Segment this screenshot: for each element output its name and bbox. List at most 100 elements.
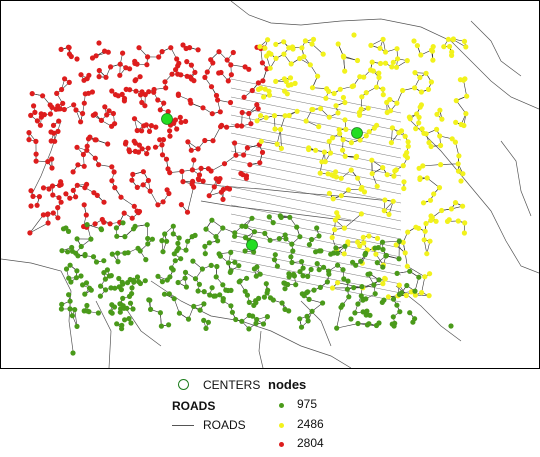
node-2804 bbox=[242, 64, 248, 70]
node-2486 bbox=[458, 121, 464, 128]
node-975 bbox=[143, 257, 149, 263]
node-975 bbox=[90, 254, 97, 260]
node-2804 bbox=[206, 193, 212, 199]
node-2804 bbox=[55, 215, 61, 221]
node-2804 bbox=[80, 151, 86, 158]
node-2804 bbox=[188, 147, 194, 153]
node-2486 bbox=[430, 57, 436, 63]
node-2486 bbox=[356, 109, 362, 116]
node-2486 bbox=[267, 65, 273, 71]
node-2486 bbox=[340, 94, 346, 101]
node-975 bbox=[448, 323, 454, 329]
node-2804 bbox=[85, 136, 92, 142]
node-2804 bbox=[108, 64, 114, 70]
road-segment bbox=[258, 330, 264, 368]
node-2486 bbox=[439, 116, 445, 122]
node-2486 bbox=[422, 228, 428, 234]
node-2804 bbox=[102, 104, 108, 110]
node-2804 bbox=[188, 100, 194, 106]
node-2804 bbox=[92, 155, 98, 161]
node-975 bbox=[136, 279, 142, 285]
network-edge bbox=[456, 100, 467, 114]
node-2486 bbox=[417, 74, 423, 81]
node-2804 bbox=[104, 112, 110, 118]
node-2804 bbox=[50, 122, 57, 128]
node-2804 bbox=[175, 71, 181, 77]
node-975 bbox=[205, 319, 211, 325]
node-975 bbox=[394, 302, 400, 308]
node-2486 bbox=[318, 106, 324, 112]
network-edge bbox=[407, 266, 425, 277]
node-975 bbox=[115, 259, 121, 265]
node-2804 bbox=[196, 172, 203, 178]
node-2486 bbox=[358, 211, 364, 217]
node-975 bbox=[159, 238, 165, 244]
node-2486 bbox=[342, 117, 348, 123]
node-2804 bbox=[215, 97, 221, 103]
node-2486 bbox=[323, 95, 329, 101]
node-2804 bbox=[213, 92, 220, 99]
network-edge bbox=[336, 307, 342, 329]
node-975 bbox=[75, 253, 81, 259]
node-2804 bbox=[187, 45, 193, 51]
node-975 bbox=[131, 279, 137, 285]
node-2486 bbox=[325, 171, 331, 177]
center-point bbox=[246, 239, 258, 251]
node-975 bbox=[176, 235, 182, 241]
node-2804 bbox=[67, 195, 73, 201]
node-975 bbox=[407, 310, 413, 316]
node-2486 bbox=[361, 240, 367, 246]
node-975 bbox=[220, 225, 226, 231]
node-2486 bbox=[412, 70, 418, 76]
node-2486 bbox=[278, 145, 284, 151]
node-2486 bbox=[412, 292, 418, 298]
node-2486 bbox=[419, 126, 425, 132]
node-2804 bbox=[33, 151, 39, 157]
node-975 bbox=[182, 275, 188, 281]
node-975 bbox=[392, 320, 398, 326]
node-975 bbox=[183, 247, 189, 253]
node-2486 bbox=[400, 163, 406, 169]
node-2804 bbox=[161, 100, 167, 106]
road-segment bbox=[1, 258, 74, 352]
node-975 bbox=[242, 235, 249, 241]
network-edge bbox=[187, 187, 194, 213]
network-edge bbox=[421, 276, 426, 293]
node-975 bbox=[199, 266, 205, 272]
node-2486 bbox=[418, 89, 424, 95]
node-975 bbox=[73, 275, 79, 281]
node-2804 bbox=[200, 178, 206, 184]
node-975 bbox=[145, 235, 151, 242]
node-2804 bbox=[144, 151, 150, 157]
node-2486 bbox=[342, 99, 348, 106]
node-975 bbox=[333, 245, 339, 251]
node-975 bbox=[206, 240, 212, 246]
node-2486 bbox=[359, 184, 365, 191]
node-975 bbox=[276, 236, 282, 242]
node-2486 bbox=[266, 92, 273, 98]
node-2804 bbox=[66, 79, 72, 85]
node-2804 bbox=[220, 196, 226, 202]
node-975 bbox=[326, 268, 332, 274]
node-975 bbox=[146, 297, 152, 303]
node-2804 bbox=[140, 182, 146, 188]
node-2804 bbox=[109, 178, 115, 184]
road-line-icon bbox=[172, 425, 194, 426]
node-2486 bbox=[417, 176, 423, 182]
center-point bbox=[351, 127, 363, 139]
node-2486 bbox=[320, 51, 326, 57]
node-2486 bbox=[355, 175, 361, 181]
node-2804 bbox=[205, 166, 211, 172]
node-975 bbox=[261, 294, 267, 300]
node-2486 bbox=[369, 171, 375, 177]
node-2486 bbox=[402, 250, 408, 256]
node-975 bbox=[116, 275, 122, 282]
node-2804 bbox=[151, 86, 157, 93]
node-2486 bbox=[460, 77, 467, 83]
node-975 bbox=[192, 232, 198, 238]
node-2486 bbox=[281, 39, 287, 45]
node-2486 bbox=[424, 251, 430, 257]
node-2486 bbox=[257, 44, 263, 50]
node-975 bbox=[367, 271, 373, 277]
node-2486 bbox=[434, 111, 440, 117]
